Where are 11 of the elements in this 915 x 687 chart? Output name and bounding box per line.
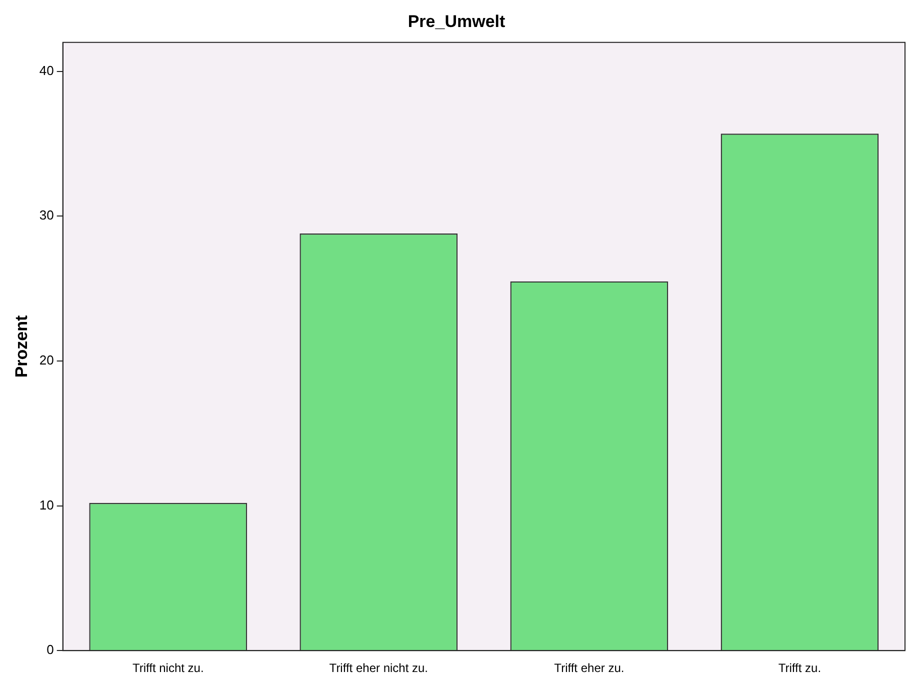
x-tick-label: Trifft zu. [778,661,822,676]
x-tick-label: Trifft nicht zu. [132,661,204,676]
x-tick-label: Trifft eher nicht zu. [329,661,428,676]
y-tick-label: 10 [39,497,54,512]
x-tick-label: Trifft eher zu. [554,661,624,676]
y-tick-label: 40 [39,62,54,78]
y-tick-label: 0 [46,642,54,658]
y-axis-title: Prozent [12,314,31,378]
y-tick-label: 30 [39,208,54,223]
y-tick-label: 20 [39,352,54,368]
chart-title: Pre_Umwelt [408,12,506,31]
